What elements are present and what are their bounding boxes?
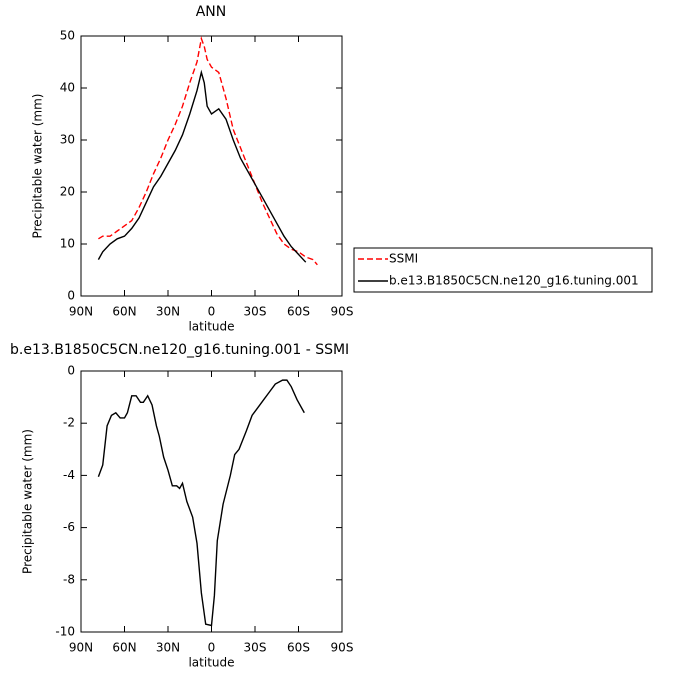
legend-label: SSMI: [389, 252, 418, 266]
x-tick-label: 90S: [331, 641, 354, 655]
x-tick-label: 60S: [287, 305, 310, 319]
y-axis-label: Precipitable water (mm): [21, 429, 35, 574]
x-tick-label: 30S: [244, 641, 267, 655]
x-tick-label: 90N: [69, 305, 93, 319]
legend-label: b.e13.B1850C5CN.ne120_g16.tuning.001: [389, 274, 639, 288]
x-tick-label: 90N: [69, 641, 93, 655]
y-tick-label: 10: [60, 237, 75, 251]
x-tick-label: 0: [208, 305, 216, 319]
plot-frame: [80, 35, 343, 297]
y-tick-label: -10: [55, 625, 75, 639]
x-tick-label: 60N: [112, 641, 136, 655]
y-tick-label: -2: [63, 416, 75, 430]
x-tick-label: 30N: [156, 641, 180, 655]
data-line: [98, 35, 318, 266]
y-tick-label: 50: [60, 29, 75, 43]
data-line: [97, 69, 307, 263]
y-tick-label: 0: [67, 289, 75, 303]
y-tick-label: -6: [63, 520, 75, 534]
y-tick-label: 0: [67, 364, 75, 378]
x-tick-label: 90S: [331, 305, 354, 319]
chart-title: ANN: [196, 4, 227, 20]
legend-box: [353, 247, 653, 293]
y-axis-label: Precipitable water (mm): [31, 94, 45, 239]
x-tick-label: 60N: [112, 305, 136, 319]
y-tick-label: -4: [63, 468, 75, 482]
x-axis-label: latitude: [188, 320, 234, 334]
y-tick-label: 40: [60, 81, 75, 95]
x-tick-label: 30S: [244, 305, 267, 319]
x-tick-label: 0: [208, 641, 216, 655]
y-tick-label: -8: [63, 572, 75, 586]
chart-title: b.e13.B1850C5CN.ne120_g16.tuning.001 - S…: [10, 342, 349, 358]
y-tick-label: 30: [60, 133, 75, 147]
y-tick-label: 20: [60, 185, 75, 199]
x-axis-label: latitude: [188, 656, 234, 670]
data-line: [97, 379, 305, 627]
x-tick-label: 30N: [156, 305, 180, 319]
x-tick-label: 60S: [287, 641, 310, 655]
